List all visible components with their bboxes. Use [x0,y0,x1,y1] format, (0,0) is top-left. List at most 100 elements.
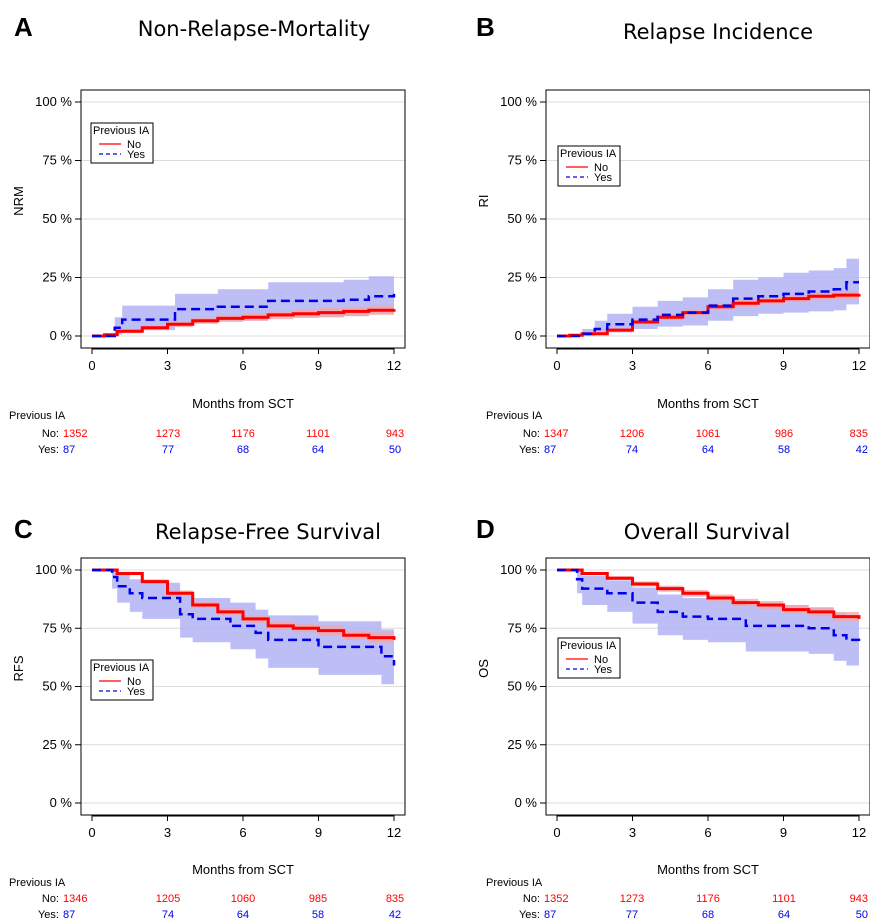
legend-label-no: No [594,654,608,666]
risk-row-label: Yes: [519,444,540,456]
panel-a: A Non-Relapse-Mortality 0 % 25 % 50 % 75 % 100… [9,12,406,456]
ci-band-yes [92,275,394,336]
risk-value: 74 [162,909,174,921]
y-tick-label: 100 % [35,94,72,109]
x-axis-label: Months from SCT [192,396,294,411]
y-tick-label: 25 % [42,737,72,752]
y-tick-label: 50 % [42,679,72,694]
legend-box [557,637,621,679]
risk-value: 1060 [231,893,255,905]
legend-box [90,122,154,164]
risk-value: 74 [626,444,638,456]
risk-table-title: Previous IA [9,410,66,422]
y-tick-label: 100 % [500,94,537,109]
chart-title: Overall Survival [624,520,790,544]
risk-table: Previous IA No: 1352 1273 1176 1101 943 Yes: 87 7… [9,410,404,456]
x-tick-label: 0 [88,358,95,373]
legend-label-yes: Yes [127,686,145,698]
x-tick-label: 12 [387,358,401,373]
x-tick-label: 6 [239,825,246,840]
risk-value: 943 [386,428,404,440]
x-tick-label: 9 [315,358,322,373]
legend-title: Previous IA [93,662,150,674]
risk-table-title: Previous IA [486,877,543,889]
risk-row-label: No: [523,428,540,440]
ci-band-no [92,570,394,646]
risk-value: 58 [312,909,324,921]
risk-value: 1346 [63,893,87,905]
risk-value: 1206 [620,428,644,440]
risk-value: 1101 [772,893,796,905]
x-tick-label: 3 [629,825,636,840]
risk-value: 1061 [696,428,720,440]
series-line-yes [92,568,396,666]
y-tick-label: 25 % [507,737,537,752]
risk-value: 77 [162,444,174,456]
x-axis-label: Months from SCT [657,396,759,411]
panel-letter: A [14,12,33,42]
legend-label-no: No [127,676,141,688]
risk-value: 1176 [696,893,720,905]
series-line-yes [92,293,396,338]
x-tick-label: 3 [629,358,636,373]
y-tick-label: 75 % [42,620,72,635]
y-tick-label: 75 % [507,153,537,168]
risk-value: 986 [775,428,793,440]
series-line-yes [557,568,861,643]
series-line-no [557,568,861,619]
y-axis: 0 % 25 % 50 % 75 % 100 % [35,562,81,810]
chart-title: Non-Relapse-Mortality [138,17,371,41]
y-tick-label: 50 % [507,679,537,694]
chart-title: Relapse-Free Survival [155,520,381,544]
risk-value: 68 [237,444,249,456]
y-tick-label: 75 % [42,153,72,168]
x-tick-label: 3 [164,358,171,373]
risk-value: 42 [856,444,868,456]
legend-title: Previous IA [93,125,150,137]
x-axis: 0 3 6 9 12 [88,815,401,840]
x-tick-label: 9 [780,358,787,373]
risk-value: 985 [309,893,327,905]
risk-value: 50 [856,909,868,921]
y-axis-label: OS [476,659,491,678]
series-line-no [92,568,396,640]
risk-value: 943 [850,893,868,905]
x-axis-label: Months from SCT [657,862,759,877]
y-tick-label: 50 % [42,211,72,226]
x-tick-label: 9 [780,825,787,840]
legend-box [557,145,621,187]
panel-d: D Overall Survival 0 % 25 % 50 % 75 % 100 % OS 0… [476,514,870,921]
legend-title: Previous IA [560,640,617,652]
y-axis: 0 % 25 % 50 % 75 % 100 % [35,94,81,343]
risk-row-label: Yes: [38,909,59,921]
panel-b: B Relapse Incidence 0 % 25 % 50 % 75 % 100 % RI… [476,12,870,456]
x-axis: 0 3 6 9 12 [553,815,866,840]
risk-row-label: No: [42,893,59,905]
risk-table: Previous IA No: 1347 1206 1061 986 835 Yes: 87 74… [486,410,868,456]
x-axis: 0 3 6 9 12 [88,348,401,373]
risk-value: 64 [702,444,714,456]
legend-label-yes: Yes [127,149,145,161]
y-tick-label: 50 % [507,211,537,226]
x-tick-label: 3 [164,825,171,840]
risk-value: 42 [389,909,401,921]
legend-label-yes: Yes [594,172,612,184]
legend-label-no: No [594,162,608,174]
legend-label-no: No [127,139,141,151]
legend-box [90,659,154,701]
x-tick-label: 6 [704,358,711,373]
risk-value: 68 [702,909,714,921]
risk-value: 87 [63,909,75,921]
risk-value: 64 [312,444,324,456]
risk-value: 58 [778,444,790,456]
risk-table-title: Previous IA [9,877,66,889]
x-tick-label: 12 [387,825,401,840]
y-tick-label: 0 % [50,328,73,343]
risk-row-label: No: [523,893,540,905]
panel-c: C Relapse-Free Survival 0 % 25 % 50 % 75 % 100… [9,514,406,921]
x-tick-label: 9 [315,825,322,840]
risk-value: 87 [63,444,75,456]
